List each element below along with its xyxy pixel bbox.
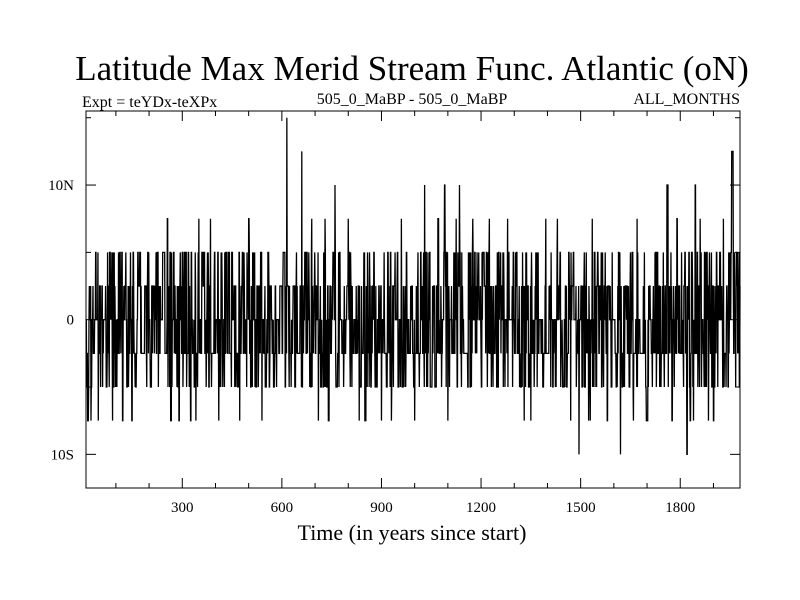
plot-frame (85, 110, 741, 489)
x-tick-label: 900 (370, 500, 393, 516)
chart-title: Latitude Max Merid Stream Func. Atlantic… (75, 49, 749, 88)
axes: 300 600 900 1200 1500 1800 10S 0 10N (48, 111, 740, 516)
series-line-group (85, 117, 741, 455)
x-tick-label: 1500 (566, 500, 596, 516)
y-tick-label: 10S (51, 447, 74, 463)
subtitle-experiment: Expt = teYDx-teXPx (82, 94, 217, 111)
subtitle-period: 505_0_MaBP - 505_0_MaBP (317, 91, 508, 108)
y-tick-label: 10N (48, 178, 74, 194)
x-tick-label: 600 (271, 500, 294, 516)
subtitle-months: ALL_MONTHS (633, 91, 740, 108)
x-tick-label: 1800 (665, 500, 695, 516)
x-axis-label: Time (in years since start) (298, 520, 527, 545)
x-tick-label: 1200 (466, 500, 496, 516)
x-tick-label: 300 (171, 500, 194, 516)
y-tick-label: 0 (67, 313, 75, 329)
series-line (85, 117, 741, 455)
